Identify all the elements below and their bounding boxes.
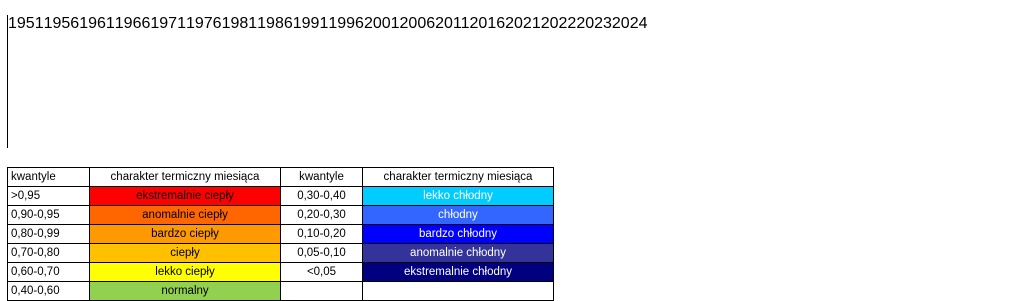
legend-row: 0,40-0,60 normalny — [7, 281, 554, 301]
year-column: 1961 — [79, 15, 115, 148]
year-column: 1981 — [222, 15, 258, 148]
quantile: 0,40-0,60 — [7, 281, 90, 301]
legend-row: >0,95 ekstremalnie ciepły 0,30-0,40 lekko c… — [7, 186, 554, 206]
year-label-cell: 1956 — [44, 15, 80, 33]
year-label-cell: 2006 — [400, 15, 436, 33]
year-label-cell: 1996 — [328, 15, 364, 33]
year-label-cell: 1966 — [115, 15, 151, 33]
year-label: 2016 — [469, 15, 506, 32]
year-label: 2021 — [505, 15, 541, 32]
year-label: 2001 — [363, 15, 400, 32]
year-column: 2001 — [364, 15, 400, 148]
year-label: 2011 — [435, 15, 470, 32]
year-column: 2024 — [612, 15, 648, 148]
quantile: <0,05 — [280, 262, 363, 282]
quantile — [280, 281, 363, 301]
class-name — [362, 281, 554, 301]
page: {"chart_data":{"type":"stripes", "stripe… — [7, 15, 1019, 301]
header-cell: charakter termiczny miesiąca — [362, 167, 554, 187]
year-label: 1971 — [150, 15, 186, 32]
legend-table: kwantyle charakter termiczny miesiąca kwan… — [7, 167, 554, 301]
class-name: bardzo chłodny — [362, 224, 554, 244]
quantile: 0,90-0,95 — [7, 205, 90, 225]
year-label-cell: 2001 — [364, 15, 400, 33]
year-label-cell: 2022 — [541, 15, 577, 33]
legend-row: 0,60-0,70 lekko ciepły <0,05 ekstremalnie c… — [7, 262, 554, 282]
class-name: lekko chłodny — [362, 186, 554, 206]
year-column: 2022 — [541, 15, 577, 148]
class-name: ciepły — [89, 243, 281, 263]
year-column: 1986 — [257, 15, 293, 148]
year-label-cell: 1971 — [150, 15, 186, 33]
class-name: ekstremalnie chłodny — [362, 262, 554, 282]
year-label-cell: 2016 — [470, 15, 506, 33]
class-name: anomalnie ciepły — [89, 205, 281, 225]
year-label: 2023 — [576, 15, 612, 32]
year-label: 2022 — [540, 15, 577, 32]
year-column: 1991 — [293, 15, 329, 148]
year-label: 1951 — [8, 15, 44, 32]
year-label: 2024 — [611, 15, 648, 32]
header-cell: kwantyle — [280, 167, 363, 187]
legend-row: 0,80-0,99 bardzo ciepły 0,10-0,20 bardzo ch… — [7, 224, 554, 244]
year-label: 1956 — [43, 15, 80, 32]
year-label: 1976 — [185, 15, 222, 32]
year-label-cell: 2023 — [576, 15, 612, 33]
legend-row: 0,70-0,80 ciepły 0,05-0,10 anomalnie chłodn… — [7, 243, 554, 263]
year-label: 1996 — [328, 15, 364, 32]
year-column: 2011 — [435, 15, 469, 148]
year-label-cell: 1951 — [8, 15, 44, 33]
year-column: 1971 — [150, 15, 186, 148]
class-name: normalny — [89, 281, 281, 301]
header-cell: kwantyle — [7, 167, 90, 187]
year-column: 1951 — [8, 15, 44, 148]
class-name: bardzo ciepły — [89, 224, 281, 244]
year-column: 1976 — [186, 15, 222, 148]
class-name: ekstremalnie ciepły — [89, 186, 281, 206]
class-name: anomalnie chłodny — [362, 243, 554, 263]
year-column: 1956 — [44, 15, 80, 148]
quantile: 0,60-0,70 — [7, 262, 90, 282]
year-label-cell: 1976 — [186, 15, 222, 33]
year-column: 2021 — [505, 15, 541, 148]
year-label: 1991 — [292, 15, 329, 32]
quantile: 0,70-0,80 — [7, 243, 90, 263]
year-column: 2023 — [576, 15, 612, 148]
year-label: 2006 — [399, 15, 436, 32]
year-label-cell: 1981 — [222, 15, 258, 33]
quantile: 0,80-0,99 — [7, 224, 90, 244]
year-column: 1996 — [328, 15, 364, 148]
quantile: 0,30-0,40 — [280, 186, 363, 206]
year-label-cell: 2011 — [435, 15, 469, 33]
quantile: 0,10-0,20 — [280, 224, 363, 244]
header-row: kwantyle charakter termiczny miesiąca kwan… — [7, 167, 554, 187]
year-column: 2006 — [400, 15, 436, 148]
quantile: 0,20-0,30 — [280, 205, 363, 225]
stripes: 1951 1956 1961 1966 1971 1976 1981 1986 1991 1996… — [7, 15, 1019, 148]
year-label-cell: 2021 — [505, 15, 541, 33]
year-label: 1966 — [114, 15, 151, 32]
quantile: >0,95 — [7, 186, 90, 206]
year-column: 1966 — [115, 15, 151, 148]
legend-row: 0,90-0,95 anomalnie ciepły 0,20-0,30 chłodn… — [7, 205, 554, 225]
year-label-cell: 1986 — [257, 15, 293, 33]
year-label-cell: 1991 — [293, 15, 329, 33]
class-name: chłodny — [362, 205, 554, 225]
header-cell: charakter termiczny miesiąca — [89, 167, 281, 187]
year-label: 1981 — [221, 15, 258, 32]
quantile: 0,05-0,10 — [280, 243, 363, 263]
year-label-cell: 1961 — [79, 15, 115, 33]
year-label-cell: 2024 — [612, 15, 648, 33]
year-label: 1986 — [257, 15, 293, 32]
year-column: 2016 — [470, 15, 506, 148]
class-name: lekko ciepły — [89, 262, 281, 282]
year-label: 1961 — [79, 15, 115, 32]
